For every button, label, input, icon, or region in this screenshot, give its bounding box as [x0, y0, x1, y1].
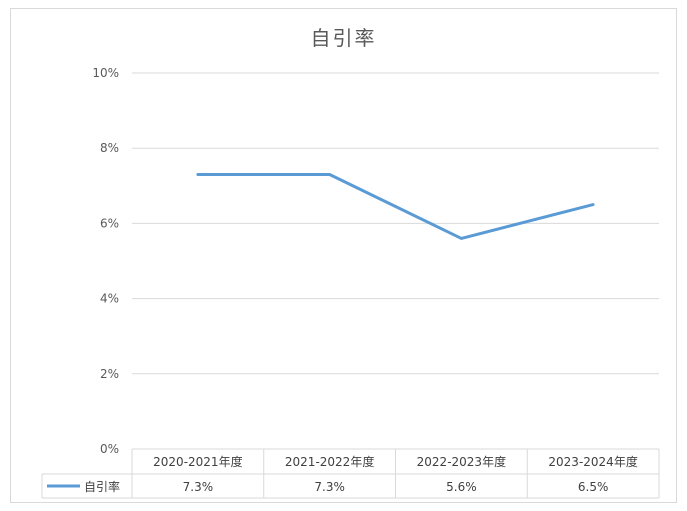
- y-tick-label: 0%: [100, 442, 119, 456]
- y-tick-label: 2%: [100, 367, 119, 381]
- y-tick-label: 10%: [92, 66, 119, 80]
- table-value-cell: 6.5%: [578, 480, 609, 494]
- x-category-label: 2021-2022年度: [285, 454, 374, 469]
- data-table: 2020-2021年度 2021-2022年度 2022-2023年度 2023-20…: [41, 448, 660, 499]
- x-category-label: 2020-2021年度: [153, 454, 242, 469]
- y-tick-label: 8%: [100, 141, 119, 155]
- chart-frame: [10, 8, 677, 503]
- legend-label: 自引率: [84, 479, 120, 494]
- y-axis-ticks: 0% 2% 4% 6% 8% 10%: [92, 66, 119, 456]
- x-category-label: 2023-2024年度: [548, 454, 637, 469]
- series-layer: [196, 173, 595, 240]
- series-line: [196, 173, 595, 240]
- table-value-cell: 7.3%: [314, 480, 345, 494]
- chart-title: 自引率: [310, 26, 377, 50]
- x-category-label: 2022-2023年度: [417, 454, 506, 469]
- y-tick-label: 4%: [100, 292, 119, 306]
- table-value-cell: 5.6%: [446, 480, 477, 494]
- gridlines: [132, 72, 659, 375]
- y-tick-label: 6%: [100, 216, 119, 230]
- table-value-cell: 7.3%: [183, 480, 214, 494]
